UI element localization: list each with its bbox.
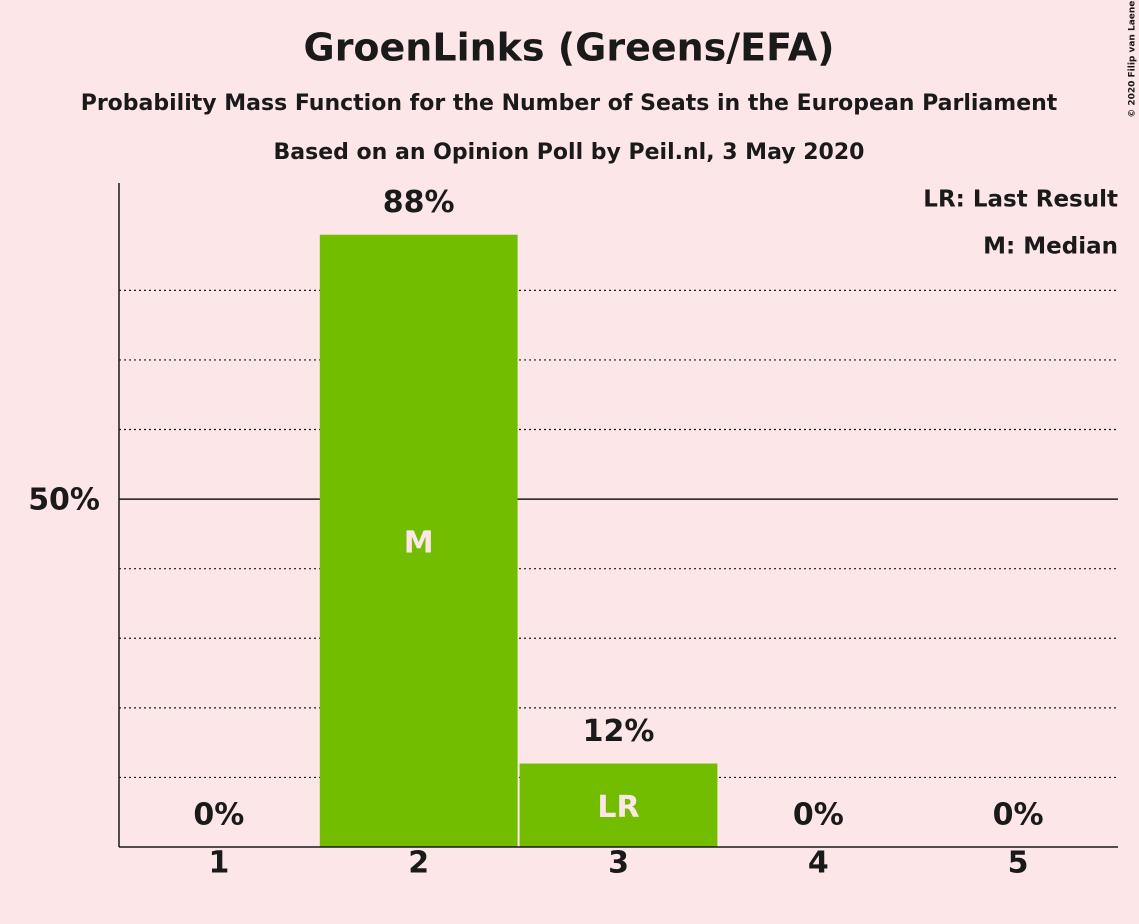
value-label: 0% [193, 798, 244, 833]
x-tick-label: 3 [608, 846, 629, 881]
x-tick-label: 1 [208, 846, 229, 881]
value-label: 0% [793, 798, 844, 833]
bar-annotation: M [404, 525, 434, 560]
y-tick-label: 50% [28, 483, 100, 518]
legend-entry: M: Median [983, 234, 1118, 260]
x-tick-label: 2 [408, 846, 429, 881]
legend-entry: LR: Last Result [923, 187, 1118, 213]
chart-subtitle: Based on an Opinion Poll by Peil.nl, 3 M… [274, 140, 865, 165]
bar-annotation: LR [597, 790, 639, 825]
bar [319, 234, 518, 847]
x-tick-label: 5 [1008, 846, 1029, 881]
bar [519, 763, 718, 847]
value-label: 88% [383, 185, 455, 220]
copyright: © 2020 Filip van Laenen [1128, 0, 1138, 118]
value-label: 12% [583, 714, 655, 749]
value-label: 0% [993, 798, 1044, 833]
chart-subtitle: Probability Mass Function for the Number… [81, 91, 1058, 116]
chart-title: GroenLinks (Greens/EFA) [304, 26, 835, 70]
x-tick-label: 4 [808, 846, 829, 881]
